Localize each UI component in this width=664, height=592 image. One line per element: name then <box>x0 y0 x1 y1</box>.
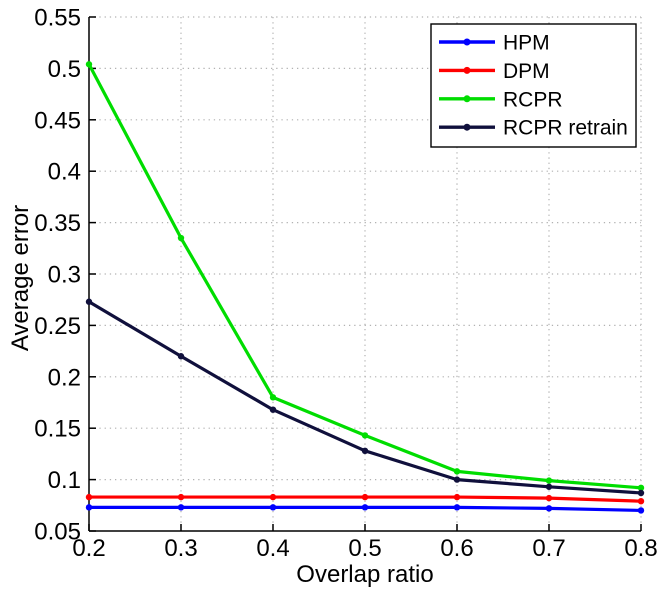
data-point-hpm <box>637 507 645 514</box>
data-point-hpm <box>545 505 553 512</box>
data-point-dpm <box>177 493 185 501</box>
y-tick-label: 0.1 <box>48 467 81 494</box>
data-point-dpm <box>637 497 645 505</box>
data-point-rcpr-retrain <box>545 483 553 490</box>
legend-marker-dpm <box>463 66 471 74</box>
y-tick-label: 0.5 <box>48 56 81 83</box>
x-tick-label: 0.8 <box>624 535 657 562</box>
y-tick-label: 0.2 <box>48 364 81 391</box>
y-tick-label: 0.3 <box>48 262 81 289</box>
x-tick-label: 0.3 <box>164 535 197 562</box>
y-axis-label: Average error <box>7 204 34 352</box>
legend-label-rcpr-retrain: RCPR retrain <box>503 117 628 140</box>
data-point-rcpr-retrain <box>177 353 185 360</box>
x-tick-label: 0.7 <box>532 535 565 562</box>
data-point-hpm <box>85 504 93 511</box>
y-tick-label: 0.4 <box>48 159 81 186</box>
data-point-hpm <box>177 504 185 511</box>
y-tick-label: 0.45 <box>34 107 81 134</box>
legend-marker-rcpr-retrain <box>463 123 471 131</box>
data-point-dpm <box>545 494 553 502</box>
data-point-dpm <box>269 493 277 501</box>
y-tick-label: 0.25 <box>34 313 81 340</box>
legend-label-dpm: DPM <box>503 60 550 83</box>
y-tick-label: 0.15 <box>34 416 81 443</box>
data-point-hpm <box>269 504 277 511</box>
data-point-dpm <box>453 493 461 501</box>
data-point-rcpr <box>269 394 277 401</box>
x-tick-label: 0.6 <box>440 535 473 562</box>
x-tick-label: 0.2 <box>72 535 105 562</box>
x-axis-label: Overlap ratio <box>296 561 434 588</box>
data-point-rcpr-retrain <box>269 406 277 413</box>
data-point-rcpr-retrain <box>453 476 461 483</box>
x-tick-label: 0.4 <box>256 535 289 562</box>
data-point-rcpr <box>361 432 369 439</box>
data-point-rcpr <box>177 234 185 242</box>
y-tick-label: 0.35 <box>34 210 81 237</box>
data-point-rcpr <box>85 61 93 68</box>
data-point-rcpr <box>453 468 461 475</box>
data-point-dpm <box>85 493 93 501</box>
data-point-rcpr-retrain <box>637 489 645 497</box>
x-tick-label: 0.5 <box>348 535 381 562</box>
legend-label-hpm: HPM <box>503 32 550 55</box>
legend-marker-rcpr <box>463 95 471 103</box>
data-point-dpm <box>361 493 369 501</box>
legend-marker-hpm <box>463 38 471 46</box>
legend-label-rcpr: RCPR <box>503 88 563 111</box>
data-point-rcpr <box>637 484 645 492</box>
data-point-hpm <box>361 504 369 511</box>
data-point-hpm <box>453 504 461 511</box>
data-point-rcpr <box>545 477 553 484</box>
data-point-rcpr-retrain <box>361 447 369 455</box>
y-tick-label: 0.05 <box>34 519 81 546</box>
data-point-rcpr-retrain <box>85 298 93 305</box>
y-tick-label: 0.55 <box>34 5 81 32</box>
